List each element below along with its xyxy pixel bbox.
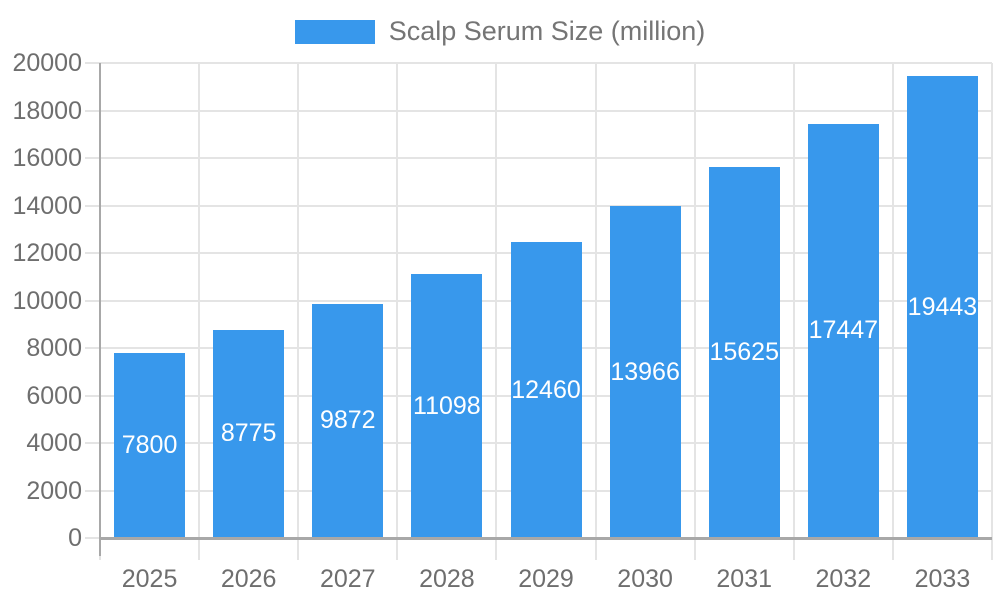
- y-tick-label: 2000: [26, 476, 82, 505]
- y-axis-tick: [85, 299, 100, 302]
- legend-label: Scalp Serum Size (million): [388, 16, 706, 46]
- bar[interactable]: 17447: [807, 123, 879, 538]
- gridline-vertical: [792, 63, 795, 538]
- y-tick-label: 18000: [12, 96, 82, 125]
- bar[interactable]: 15625: [708, 166, 780, 538]
- y-axis-tick: [85, 442, 100, 444]
- y-axis-tick: [85, 204, 100, 207]
- x-tick-label: 2033: [914, 565, 971, 593]
- bar[interactable]: 7800: [114, 352, 186, 538]
- y-tick-label: 16000: [12, 144, 82, 172]
- x-axis-line: [99, 537, 992, 540]
- chart-legend[interactable]: Scalp Serum Size (million): [0, 16, 1000, 47]
- y-axis-tick: [85, 394, 100, 397]
- x-tick-label: 2028: [419, 565, 475, 593]
- gridline-horizontal: [100, 62, 992, 64]
- bar-value-label: 17447: [808, 316, 879, 345]
- x-tick-label: 2029: [518, 565, 574, 593]
- y-axis-tick: [85, 489, 100, 492]
- bar-value-label: 7800: [121, 430, 178, 459]
- gridline-vertical: [891, 63, 894, 538]
- x-axis-tick: [297, 538, 300, 560]
- x-axis-tick: [991, 538, 993, 560]
- bar[interactable]: 11098: [411, 274, 483, 538]
- gridline-horizontal: [100, 204, 992, 207]
- y-axis-tick: [85, 537, 100, 539]
- y-tick-label: 0: [68, 524, 82, 552]
- y-axis-tick: [85, 157, 100, 159]
- x-axis-tick: [495, 538, 498, 560]
- y-tick-label: 20000: [12, 49, 82, 77]
- x-tick-label: 2026: [220, 565, 277, 593]
- x-tick-label: 2032: [815, 565, 872, 593]
- x-axis-tick: [891, 538, 894, 560]
- bar[interactable]: 8775: [213, 329, 285, 538]
- gridline-vertical: [693, 63, 696, 538]
- x-axis-tick: [396, 538, 399, 560]
- bar-value-label: 12460: [511, 375, 581, 404]
- gridline-vertical: [198, 63, 201, 538]
- bar[interactable]: 12460: [510, 242, 582, 538]
- gridline-horizontal: [100, 157, 992, 159]
- y-axis-tick: [85, 109, 100, 112]
- bar-value-label: 15625: [709, 337, 779, 366]
- legend-swatch: [294, 19, 375, 44]
- y-tick-label: 10000: [12, 286, 82, 315]
- x-tick-label: 2025: [121, 565, 178, 593]
- y-tick-label: 14000: [12, 191, 82, 220]
- gridline-vertical: [594, 63, 597, 538]
- bar[interactable]: 13966: [609, 206, 681, 538]
- bar-value-label: 9872: [319, 406, 376, 435]
- gridline-vertical: [495, 63, 498, 538]
- x-tick-label: 2027: [319, 565, 376, 593]
- bar-value-label: 19443: [907, 292, 978, 321]
- bar-value-label: 13966: [610, 357, 680, 386]
- y-axis-tick: [85, 252, 100, 254]
- bar-value-label: 8775: [220, 419, 277, 448]
- bar[interactable]: 19443: [906, 76, 978, 538]
- y-axis-tick: [85, 62, 100, 64]
- x-axis-tick: [198, 538, 201, 560]
- gridline-vertical: [396, 63, 399, 538]
- y-tick-label: 12000: [12, 239, 82, 267]
- y-tick-label: 6000: [26, 381, 82, 410]
- y-tick-label: 8000: [26, 334, 82, 362]
- x-axis-tick: [594, 538, 597, 560]
- x-tick-label: 2031: [716, 565, 773, 593]
- bar[interactable]: 9872: [312, 303, 384, 538]
- x-axis-tick: [792, 538, 795, 560]
- gridline-vertical: [297, 63, 300, 538]
- gridline-horizontal: [100, 109, 992, 112]
- y-axis-line: [99, 63, 101, 556]
- y-axis-tick: [85, 347, 100, 349]
- x-tick-label: 2030: [617, 565, 673, 593]
- gridline-vertical: [991, 63, 993, 538]
- y-tick-label: 4000: [26, 429, 82, 457]
- bar-value-label: 11098: [413, 391, 481, 420]
- x-axis-tick: [693, 538, 696, 560]
